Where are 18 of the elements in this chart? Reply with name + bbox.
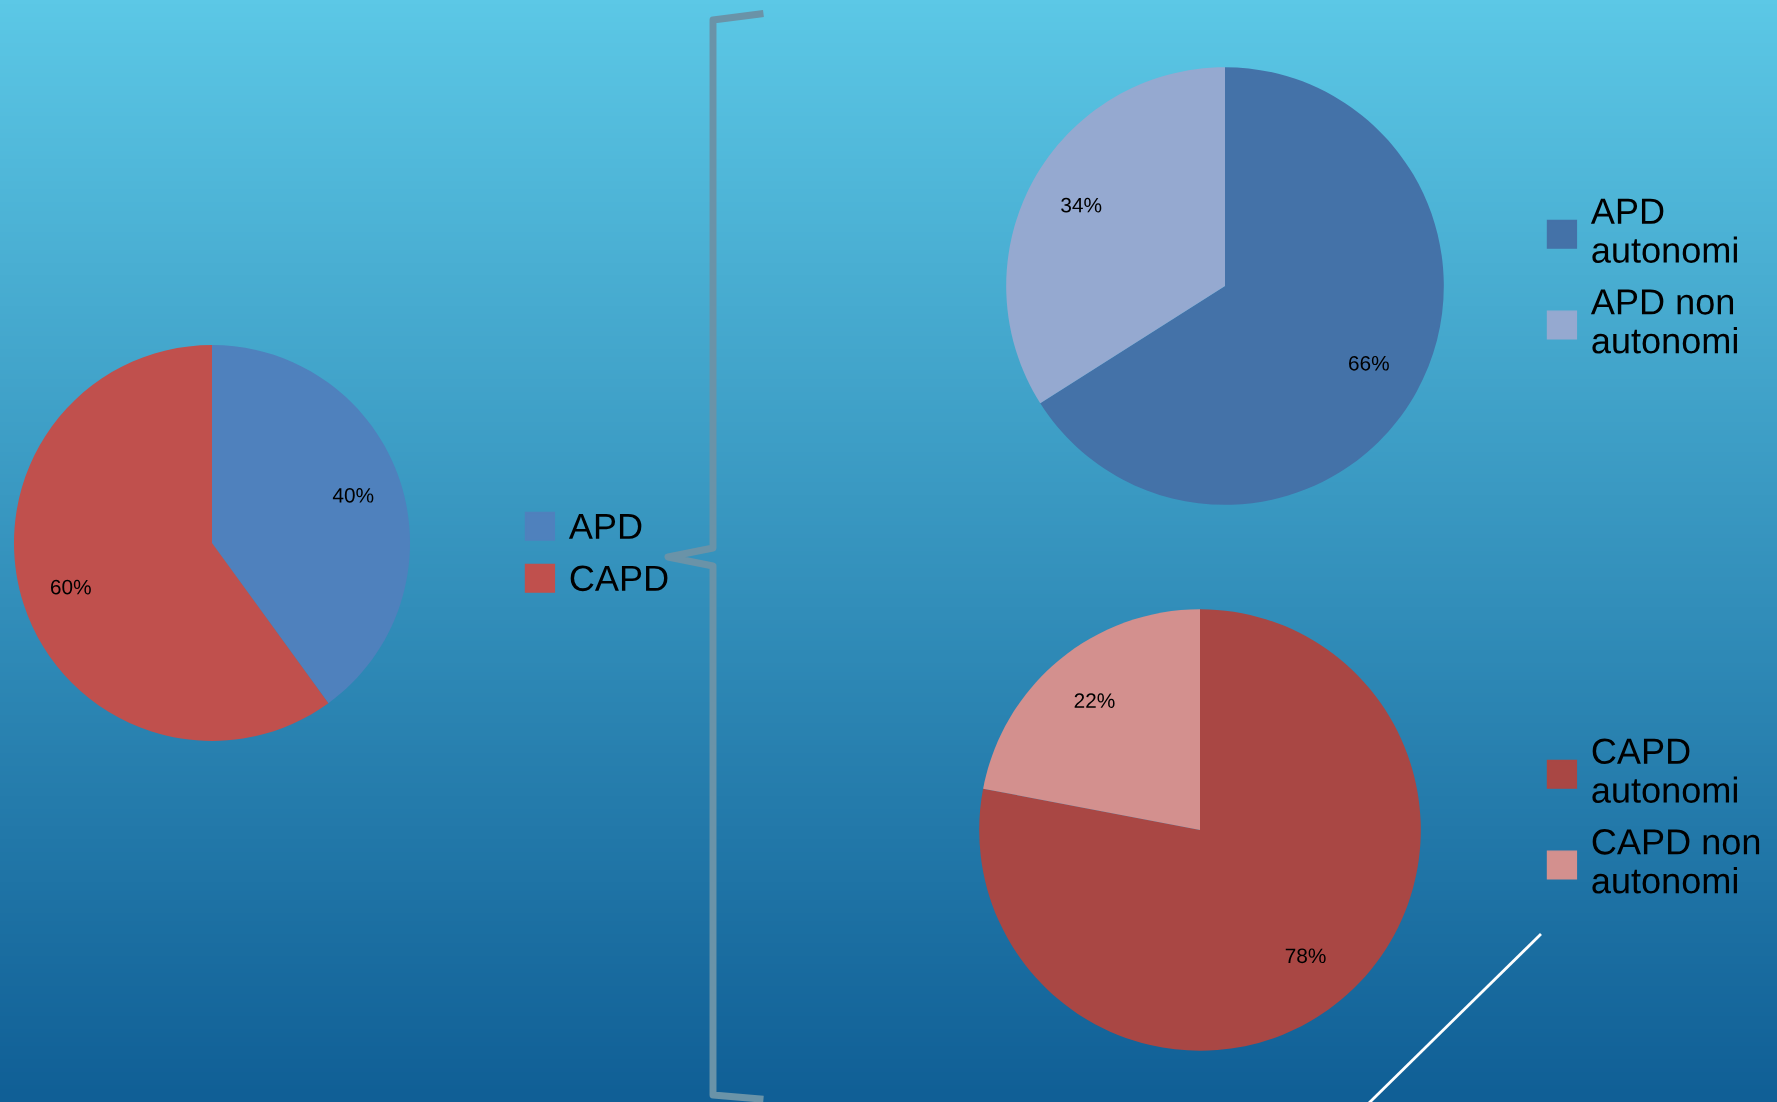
- legend-label: CAPD autonomi: [1592, 738, 1737, 803]
- pie-slice: [1040, 67, 1444, 505]
- legend-label: APD: [568, 514, 642, 539]
- data-label: 34%: [1061, 197, 1102, 213]
- data-label: 78%: [1285, 948, 1326, 964]
- legend-label: APD autonomi: [1590, 198, 1737, 263]
- legend-label: APD non autonomi: [1590, 289, 1737, 354]
- pie-slice: [212, 344, 411, 704]
- pie-slice: [1006, 67, 1225, 404]
- pie-slice: [979, 609, 1421, 1051]
- pie-slice: [13, 344, 329, 742]
- pie-slice: [983, 609, 1200, 830]
- data-label: 22%: [1074, 693, 1115, 708]
- data-label: 40%: [332, 487, 374, 503]
- data-label: 60%: [50, 579, 91, 595]
- data-label: 66%: [1349, 355, 1389, 371]
- legend-label: CAPD non autonomi: [1592, 829, 1760, 894]
- legend-label: CAPD: [570, 565, 668, 592]
